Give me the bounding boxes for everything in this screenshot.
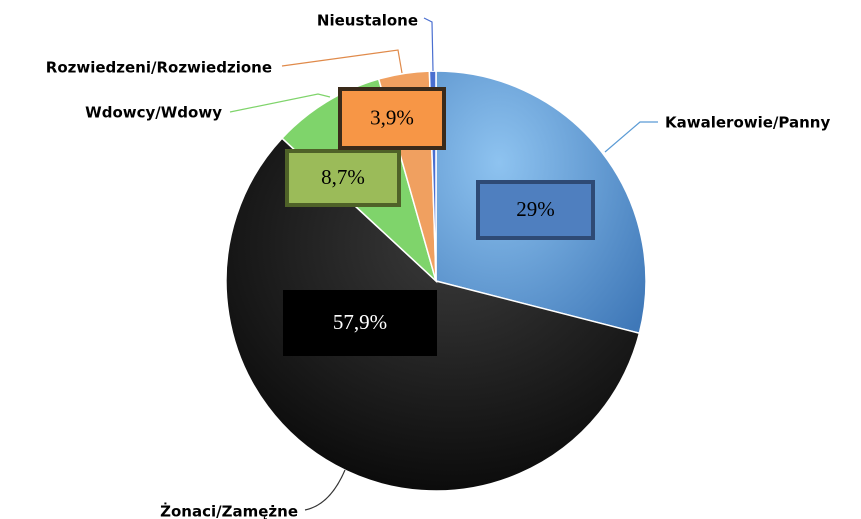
data-label: 3,9% [370, 105, 414, 129]
data-label: 57,9% [333, 310, 387, 334]
data-label-box [285, 149, 401, 207]
category-label: Nieustalone [317, 12, 418, 30]
category-label: Rozwiedzeni/Rozwiedzione [46, 59, 272, 77]
data-label-box [338, 87, 446, 150]
data-label-box [476, 180, 595, 240]
leader-line [304, 469, 346, 511]
category-label: Wdowcy/Wdowy [85, 104, 222, 122]
leader-line [423, 17, 434, 72]
data-label: 29% [516, 197, 555, 221]
data-label: 8,7% [321, 165, 365, 189]
data-label-box [283, 290, 437, 356]
category-label: Kawalerowie/Panny [665, 114, 830, 132]
leader-line [281, 49, 403, 74]
leader-line [229, 93, 331, 113]
category-label: Żonaci/Zamężne [160, 502, 298, 519]
leader-line [604, 121, 658, 153]
